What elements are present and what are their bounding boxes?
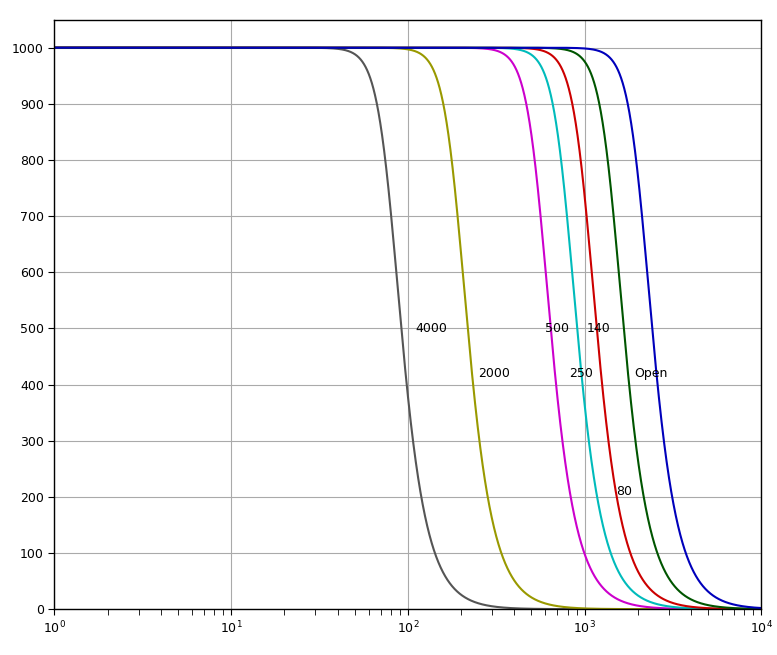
Text: 80: 80 <box>616 485 632 498</box>
Text: 2000: 2000 <box>479 367 510 380</box>
Text: 140: 140 <box>586 322 610 335</box>
Text: 250: 250 <box>570 367 594 380</box>
Text: 500: 500 <box>545 322 570 335</box>
Text: 4000: 4000 <box>415 322 447 335</box>
Text: Open: Open <box>634 367 667 380</box>
